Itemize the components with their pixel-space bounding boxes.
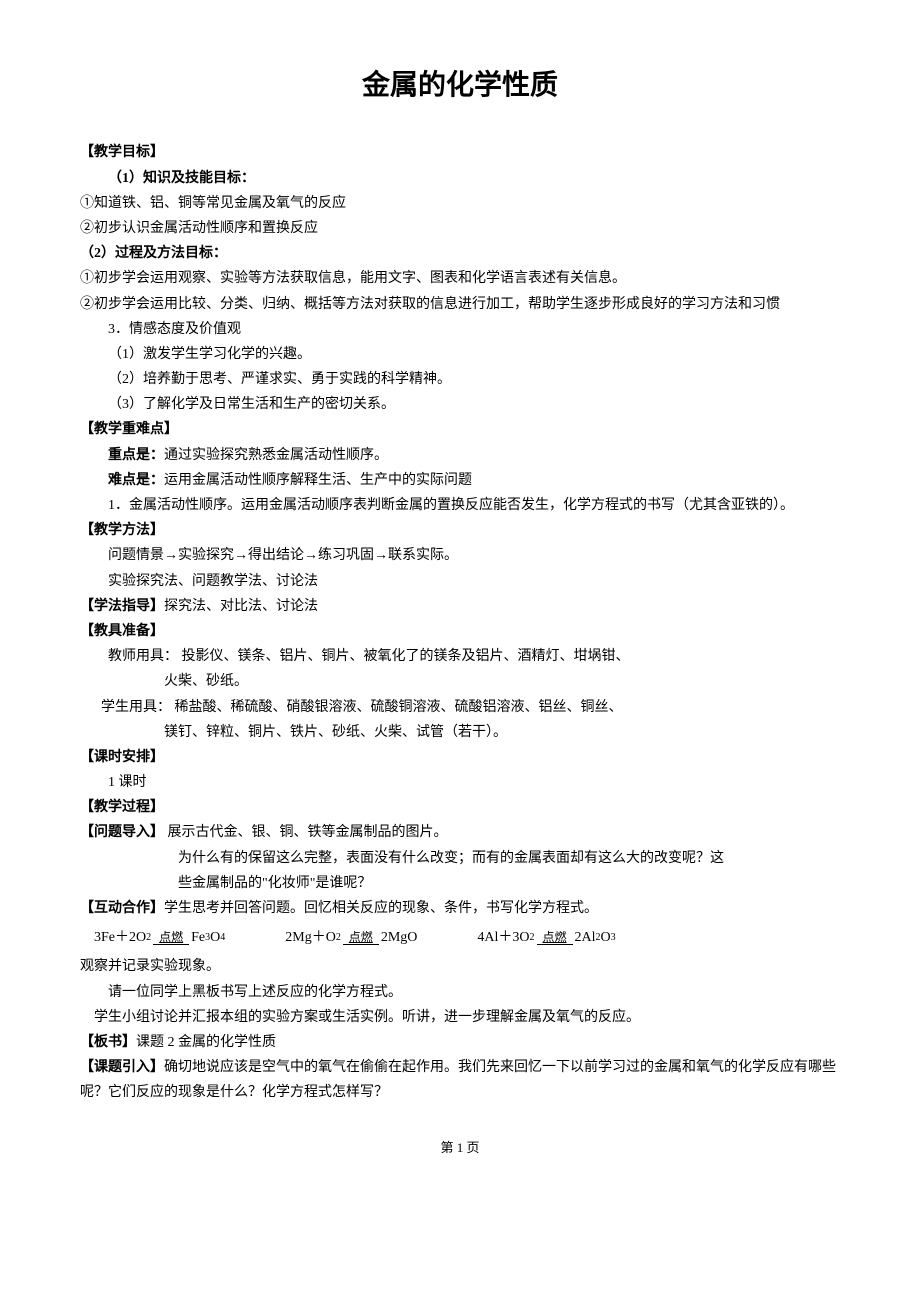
teacher-materials-line: 教师用具： 投影仪、镁条、铝片、铜片、被氧化了的镁条及铝片、酒精灯、坩埚钳、 <box>80 644 840 669</box>
text-line: 问题情景→实验探究→得出结论→练习巩固→联系实际。 <box>80 543 840 568</box>
student-materials-line: 学生用具： 稀盐酸、稀硫酸、硝酸银溶液、硫酸铜溶液、硫酸铝溶液、铝丝、铜丝、 <box>80 695 840 720</box>
teacher-items-0: 投影仪、镁条、铝片、铜片、被氧化了的镁条及铝片、酒精灯、坩埚钳、 <box>182 649 630 664</box>
arrow-icon: 点燃 <box>537 931 573 945</box>
zhong-text: 通过实验探究熟悉金属活动性顺序。 <box>164 448 388 463</box>
intro-label: 【问题导入】 <box>80 825 164 840</box>
document-title: 金属的化学性质 <box>80 60 840 110</box>
text-line: ①初步学会运用观察、实验等方法获取信息，能用文字、图表和化学语言表述有关信息。 <box>80 266 840 291</box>
objectives-header: 【教学目标】 <box>80 140 840 165</box>
equations-row: 3Fe＋2O2 点燃 Fe3O4 2Mg＋O2 点燃 2MgO 4Al＋3O2 … <box>80 925 840 950</box>
nan-label: 难点是： <box>108 473 164 488</box>
intro-line-1: 些金属制品的"化妆师"是谁呢？ <box>80 871 840 896</box>
study-guide-line: 【学法指导】探究法、对比法、讨论法 <box>80 594 840 619</box>
methods-header: 【教学方法】 <box>80 518 840 543</box>
objectives-sub3-header: 3．情感态度及价值观 <box>80 317 840 342</box>
teacher-label: 教师用具： <box>108 649 178 664</box>
nan-text: 运用金属活动性顺序解释生活、生产中的实际问题 <box>164 473 472 488</box>
lead-label: 【课题引入】 <box>80 1060 164 1075</box>
page-footer: 第 1 页 <box>80 1136 840 1159</box>
coop-line: 【互动合作】学生思考并回答问题。回忆相关反应的现象、条件，书写化学方程式。 <box>80 896 840 921</box>
student-label: 学生用具： <box>101 700 171 715</box>
process-header: 【教学过程】 <box>80 795 840 820</box>
lead-line: 【课题引入】确切地说应该是空气中的氧气在偷偷在起作用。我们先来回忆一下以前学习过… <box>80 1055 840 1105</box>
objectives-sub1-header: （1）知识及技能目标： <box>80 166 840 191</box>
board-label: 【板书】 <box>80 1035 136 1050</box>
process-line1: 请一位同学上黑板书写上述反应的化学方程式。 <box>80 980 840 1005</box>
objectives-sub2-header: （2）过程及方法目标： <box>80 241 840 266</box>
intro-line-0: 为什么有的保留这么完整，表面没有什么改变；而有的金属表面却有这么大的改变呢？这 <box>80 846 840 871</box>
observe-line: 观察并记录实验现象。 <box>80 954 840 979</box>
keypoints-header: 【教学重难点】 <box>80 417 840 442</box>
coop-text: 学生思考并回答问题。回忆相关反应的现象、条件，书写化学方程式。 <box>164 901 598 916</box>
equation-1: 3Fe＋2O2 点燃 Fe3O4 <box>94 925 225 950</box>
teacher-items-1: 火柴、砂纸。 <box>80 669 840 694</box>
arrow-icon: 点燃 <box>153 931 189 945</box>
schedule-header: 【课时安排】 <box>80 745 840 770</box>
intro-line: 【问题导入】 展示古代金、银、铜、铁等金属制品的图片。 <box>80 820 840 845</box>
student-items-1: 镁钉、锌粒、铜片、铁片、砂纸、火柴、试管（若干）。 <box>80 720 840 745</box>
student-items-0: 稀盐酸、稀硫酸、硝酸银溶液、硫酸铜溶液、硫酸铝溶液、铝丝、铜丝、 <box>175 700 623 715</box>
study-guide-text: 探究法、对比法、讨论法 <box>164 599 318 614</box>
arrow-icon: 点燃 <box>343 931 379 945</box>
keypoint-extra: 1．金属活动性顺序。运用金属活动顺序表判断金属的置换反应能否发生，化学方程式的书… <box>80 493 840 518</box>
coop-label: 【互动合作】 <box>80 901 164 916</box>
text-line: ②初步学会运用比较、分类、归纳、概括等方法对获取的信息进行加工，帮助学生逐步形成… <box>80 292 840 317</box>
study-guide-header: 【学法指导】 <box>80 599 164 614</box>
text-line: ①知道铁、铝、铜等常见金属及氧气的反应 <box>80 191 840 216</box>
schedule-text: 1 课时 <box>80 770 840 795</box>
text-line: （3）了解化学及日常生活和生产的密切关系。 <box>80 392 840 417</box>
text-line: ②初步认识金属活动性顺序和置换反应 <box>80 216 840 241</box>
text-line: （2）培养勤于思考、严谨求实、勇于实践的科学精神。 <box>80 367 840 392</box>
text-line: （1）激发学生学习化学的兴趣。 <box>80 342 840 367</box>
board-text: 课题 2 金属的化学性质 <box>136 1035 276 1050</box>
text-line: 实验探究法、问题教学法、讨论法 <box>80 569 840 594</box>
equation-3: 4Al＋3O2 点燃 2Al2O3 <box>477 925 615 950</box>
intro-text: 展示古代金、银、铜、铁等金属制品的图片。 <box>168 825 448 840</box>
equation-2: 2Mg＋O2 点燃 2MgO <box>285 925 417 950</box>
keypoint-nan: 难点是：运用金属活动性顺序解释生活、生产中的实际问题 <box>80 468 840 493</box>
lead-text: 确切地说应该是空气中的氧气在偷偷在起作用。我们先来回忆一下以前学习过的金属和氧气… <box>80 1060 836 1100</box>
materials-header: 【教具准备】 <box>80 619 840 644</box>
zhong-label: 重点是： <box>108 448 164 463</box>
process-line2: 学生小组讨论并汇报本组的实验方案或生活实例。听讲，进一步理解金属及氧气的反应。 <box>80 1005 840 1030</box>
board-line: 【板书】课题 2 金属的化学性质 <box>80 1030 840 1055</box>
keypoint-zhong: 重点是：通过实验探究熟悉金属活动性顺序。 <box>80 443 840 468</box>
